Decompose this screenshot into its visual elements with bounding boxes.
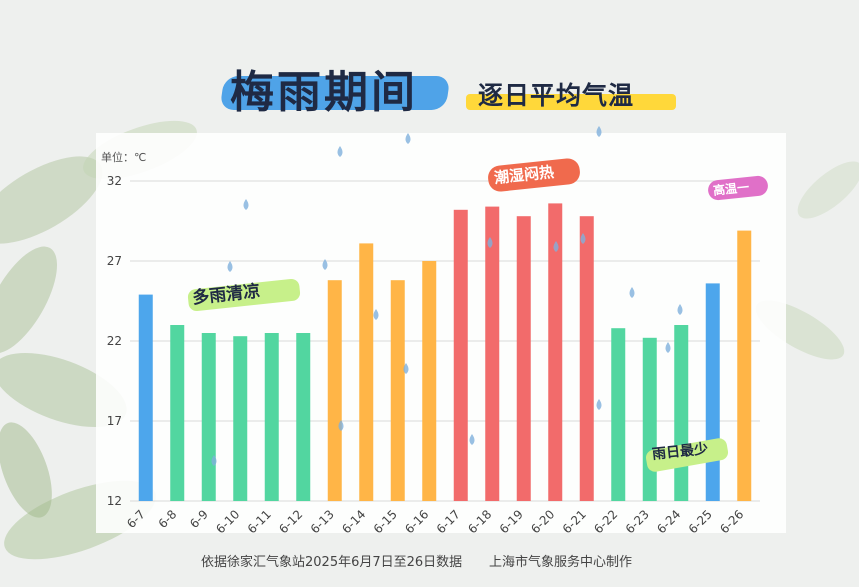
bar <box>359 243 374 501</box>
y-tick-label: 32 <box>107 174 122 188</box>
x-tick-label: 6-8 <box>156 507 180 531</box>
raindrop-icon <box>596 126 602 137</box>
x-tick-label: 6-7 <box>124 507 148 531</box>
x-tick-label: 6-20 <box>528 507 557 536</box>
bar <box>642 337 657 501</box>
raindrop-icon <box>227 261 233 272</box>
chart-title: 梅雨期间 <box>230 67 418 118</box>
raindrop-icon <box>665 342 671 353</box>
x-tick-label: 6-25 <box>686 507 715 536</box>
x-tick-label: 6-11 <box>245 507 274 536</box>
y-tick-label: 22 <box>107 334 122 348</box>
raindrop-icon <box>373 309 379 320</box>
x-tick-label: 6-16 <box>402 507 431 536</box>
x-tick-label: 6-22 <box>591 507 620 536</box>
raindrop-icon <box>469 434 475 445</box>
bar <box>327 280 342 501</box>
x-tick-label: 6-19 <box>497 507 526 536</box>
bar <box>548 203 563 501</box>
footer-source: 依据徐家汇气象站2025年6月7日至26日数据 <box>201 555 463 570</box>
raindrop-icon <box>596 399 602 410</box>
bar <box>138 294 153 501</box>
footer-producer: 上海市气象服务中心制作 <box>489 555 633 570</box>
x-tick-label: 6-12 <box>276 507 305 536</box>
raindrop-icon <box>338 420 344 431</box>
x-tick-label: 6-15 <box>371 507 400 536</box>
raindrop-icon <box>629 287 635 298</box>
bar <box>579 216 594 501</box>
x-tick-label: 6-10 <box>213 507 242 536</box>
raindrop-icon <box>580 233 586 244</box>
y-tick-label: 12 <box>107 494 122 508</box>
bar <box>737 230 752 501</box>
bar <box>296 333 311 501</box>
raindrop-icon <box>677 304 683 315</box>
bar <box>485 206 500 501</box>
x-tick-label: 6-14 <box>339 507 368 536</box>
unit-label: 单位：℃ <box>101 151 147 164</box>
raindrop-icon <box>322 259 328 270</box>
y-tick-label: 27 <box>107 254 122 268</box>
chart-subtitle: 逐日平均气温 <box>478 81 635 110</box>
bar <box>201 333 216 501</box>
raindrop-icon <box>553 241 559 252</box>
bar <box>264 333 279 501</box>
raindrop-icon <box>405 133 411 144</box>
title-area: 梅雨期间 逐日平均气温 <box>0 48 859 118</box>
x-tick-label: 6-17 <box>434 507 463 536</box>
bar <box>705 283 720 501</box>
bar <box>422 261 437 501</box>
x-tick-label: 6-18 <box>465 507 494 536</box>
x-tick-label: 6-13 <box>308 507 337 536</box>
raindrop-icon <box>243 199 249 210</box>
bar <box>170 325 185 501</box>
bar <box>516 216 531 501</box>
raindrop-icon <box>487 237 493 248</box>
x-tick-label: 6-21 <box>560 507 589 536</box>
x-tick-label: 6-9 <box>187 507 211 531</box>
y-tick-label: 17 <box>107 414 122 428</box>
bar <box>453 209 468 502</box>
raindrop-icon <box>337 146 343 157</box>
raindrop-icon <box>403 363 409 374</box>
bar <box>611 328 626 501</box>
bar <box>390 280 405 501</box>
bar <box>674 325 689 501</box>
bar <box>233 336 248 501</box>
x-tick-label: 6-23 <box>623 507 652 536</box>
x-tick-label: 6-24 <box>654 507 683 536</box>
subtitle-highlight <box>466 94 676 110</box>
x-tick-label: 6-26 <box>717 507 746 536</box>
raindrop-icon <box>211 455 217 466</box>
